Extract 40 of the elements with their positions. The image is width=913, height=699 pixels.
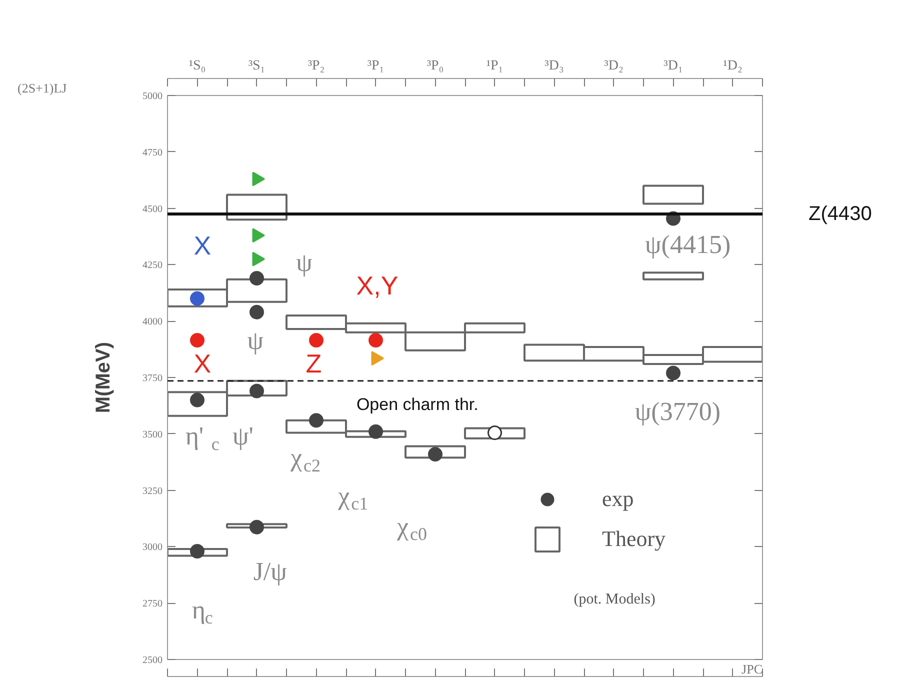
annotation: ψ(4415) [645, 230, 731, 259]
x-tick-label: ³D₃ [544, 58, 564, 74]
x-tick-label: ³D₂ [604, 58, 624, 74]
x-tick-label: ¹P₁ [486, 58, 504, 74]
x-tick-label: ³P₂ [308, 58, 325, 74]
text: JPC [742, 662, 763, 676]
ref-line-label: Z(4430 [808, 202, 872, 225]
series-label: X,Y [356, 270, 398, 300]
x-tick-label: ³P₀ [426, 58, 444, 74]
y-tick-label: 3750 [142, 373, 162, 384]
y-tick-label: 4750 [142, 147, 162, 158]
y-tick-label: 5000 [142, 91, 162, 102]
annotation: ψ [247, 326, 264, 355]
series-label: X [194, 230, 212, 261]
series-label: X [194, 348, 212, 378]
y-axis-title: M(MeV) [92, 342, 114, 414]
annotation: ψ(3770) [634, 396, 720, 426]
annotation: (pot. Models) [574, 592, 656, 608]
annotation: η'c [185, 422, 220, 454]
y-tick-label: 3250 [142, 486, 162, 497]
x-tick-label: ³P₁ [367, 58, 384, 74]
y-tick-label: 2500 [142, 655, 162, 666]
annotation: ψ' [232, 422, 254, 451]
annotation: J/ψ [253, 557, 287, 586]
y-tick-label: 4000 [142, 316, 162, 328]
x-tick-label: ³D₁ [664, 58, 683, 74]
legend-label: exp [602, 486, 634, 512]
y-tick-label: 4250 [142, 260, 162, 272]
y-tick-label: 3500 [142, 429, 162, 440]
y-tick-label: 3000 [142, 542, 162, 554]
x-tick-label: ¹D₂ [723, 58, 742, 74]
ref-line-label: Open charm thr. [356, 394, 478, 414]
series-label: Z [306, 348, 322, 378]
legend-label: Theory [602, 526, 666, 552]
y-tick-label: 2750 [142, 598, 162, 610]
x-tick-label: ¹S₀ [188, 58, 206, 74]
text: (2S+1)LJ [18, 80, 67, 96]
y-tick-label: 4500 [142, 204, 162, 215]
annotation: ψ [296, 248, 312, 277]
x-tick-label: ³S₁ [248, 58, 266, 74]
